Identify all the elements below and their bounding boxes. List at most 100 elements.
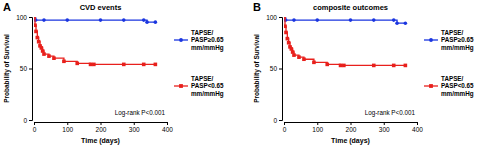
y-tick-mark [29,69,32,70]
x-tick: 0 [33,122,37,133]
y-tick-label: 0 [23,117,27,124]
y-tick: 50 [20,65,32,72]
censor-marker [342,64,346,68]
x-axis: 0 100 200 300 400 [283,122,424,133]
legend-marker [179,38,183,42]
x-tick-label: 100 [62,126,73,133]
censor-marker [392,64,396,68]
figure: ACVD events0100200300400050100Time (days… [0,0,500,156]
censor-marker [142,18,146,22]
censor-marker [297,55,301,59]
plot-area [34,17,157,66]
censor-marker [154,20,158,24]
censor-marker [325,63,329,67]
censor-marker [284,24,287,28]
legend-entry: TAPSE/PASP≥0.65mm/mmHg [174,29,224,52]
censor-marker [154,63,158,67]
legend-entry: TAPSE/PASP<0.65mm/mmHg [174,75,224,98]
y-tick: 0 [23,117,32,124]
x-tick-mark [34,122,35,125]
y-tick: 100 [16,14,32,21]
x-tick: 400 [412,122,423,133]
plot-area [284,17,407,67]
censor-marker [40,46,44,50]
y-tick-label: 100 [16,14,27,21]
x-tick-label: 200 [346,126,357,133]
censor-marker [34,17,36,19]
title: composite outcomes [313,3,388,12]
legend-label: TAPSE/PASP≥0.65mm/mmHg [191,29,224,52]
y-axis-line [279,18,283,121]
y-axis-title: Probability of Survival [253,34,261,103]
x-tick-mark [351,122,352,125]
legend-marker [429,38,433,42]
x-tick: 200 [96,122,107,133]
censor-marker [122,63,126,67]
censor-marker [65,18,69,22]
x-axis: 0100200300400 [33,122,174,133]
x-tick-mark [167,122,168,125]
x-tick-mark [134,122,135,125]
legend-marker [179,84,183,88]
x-tick-mark [101,122,102,125]
censor-marker [372,64,376,68]
censor-marker [42,18,46,22]
x-tick-mark [317,122,318,125]
y-axis: 0 50 100 [16,14,32,124]
censor-marker [395,21,399,25]
x-tick-label: 0 [283,126,287,133]
x-tick: 200 [346,122,357,133]
x-axis-title: Time (days) [331,137,370,145]
censor-marker [41,49,45,53]
y-tick-mark [279,120,282,121]
annotation: Log-rank P<0.001 [365,109,416,117]
y-tick-mark [279,17,282,18]
x-tick: 400 [162,122,173,133]
x-tick: 100 [312,122,323,133]
censor-marker [37,40,41,44]
censor-marker [284,17,286,19]
x-tick: 300 [379,122,390,133]
panel-label: A [3,1,11,13]
legend-label: TAPSE/PASP≥0.65mm/mmHg [441,29,474,52]
censor-marker [312,61,316,65]
y-axis: 0 50 100 [266,14,282,124]
legend-label: TAPSE/PASP<0.65mm/mmHg [191,75,224,98]
censor-marker [42,52,46,56]
y-tick: 100 [266,14,282,21]
censor-marker [284,17,286,19]
censor-marker [302,57,306,61]
survival-line [284,17,405,23]
x-tick-mark [417,122,418,125]
censor-marker [372,18,376,22]
y-axis-title: Probability of Survival [3,34,11,103]
y-tick-label: 0 [273,117,277,124]
censor-marker [284,31,288,35]
censor-marker [404,64,408,68]
x-tick-label: 400 [412,126,423,133]
censor-marker [290,47,294,51]
survival-line [34,17,155,64]
censor-marker [34,23,37,27]
x-axis-title: Time (days) [81,137,120,145]
censor-marker [36,36,40,40]
x-tick-mark [384,122,385,125]
y-tick: 50 [270,65,282,72]
censor-marker [292,18,296,22]
censor-marker [34,17,36,19]
censor-marker [404,21,408,25]
censor-marker [52,56,56,60]
panel: Bcomposite outcomes 0 100 200 300 400 0 50 100 Ti… [253,1,474,145]
censor-marker [99,18,103,22]
legend-entry: TAPSE/PASP<0.65mm/mmHg [424,75,474,98]
x-tick-mark [284,122,285,125]
y-tick-mark [29,120,32,121]
y-tick-mark [279,69,282,70]
censor-marker [75,62,79,66]
legend-entry: TAPSE/PASP≥0.65mm/mmHg [424,29,474,52]
censor-marker [89,63,93,67]
x-tick: 100 [62,122,73,133]
censor-marker [34,30,38,34]
legend-marker [429,84,433,88]
panel-label: B [253,1,261,13]
